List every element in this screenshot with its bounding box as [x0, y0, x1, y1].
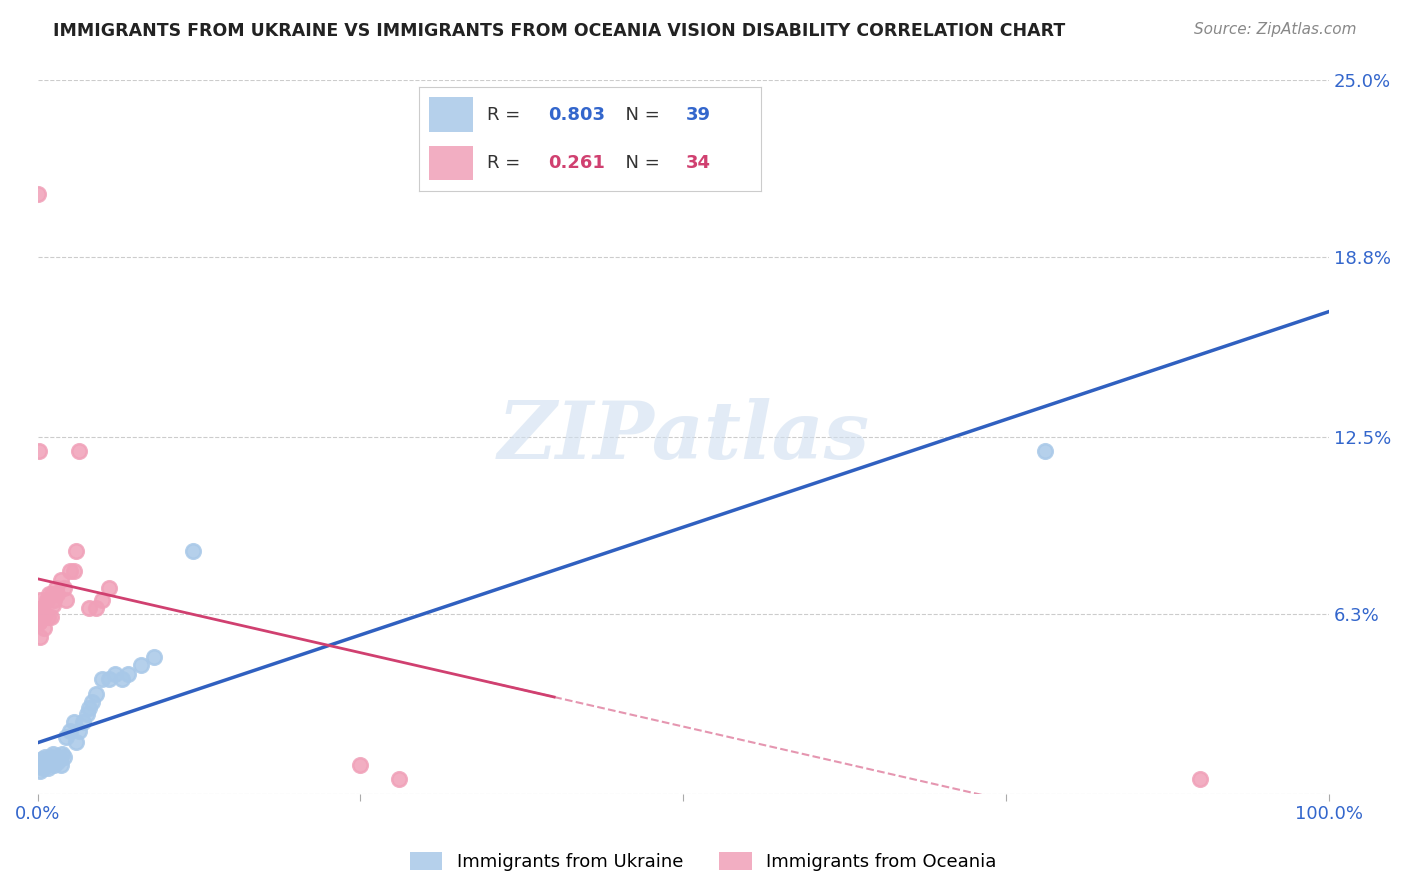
Point	[31, 761, 53, 775]
Point	[42, 599, 65, 613]
Point	[388, 772, 411, 787]
Point	[76, 706, 98, 721]
Point	[46, 749, 69, 764]
Point	[65, 735, 87, 749]
Point	[41, 749, 63, 764]
Point	[34, 749, 56, 764]
Point	[30, 592, 52, 607]
Point	[84, 601, 107, 615]
Point	[117, 666, 139, 681]
Point	[42, 747, 65, 761]
Point	[142, 649, 165, 664]
Point	[38, 752, 60, 766]
Point	[72, 715, 94, 730]
Point	[27, 187, 49, 202]
Point	[55, 730, 77, 744]
Point	[28, 444, 51, 458]
Text: ZIPatlas: ZIPatlas	[498, 398, 869, 475]
Point	[97, 581, 120, 595]
Point	[91, 592, 114, 607]
Point	[46, 756, 69, 770]
Point	[31, 601, 53, 615]
Point	[63, 715, 86, 730]
Point	[35, 592, 58, 607]
Point	[37, 609, 59, 624]
Point	[67, 723, 90, 738]
Point	[44, 592, 66, 607]
Point	[52, 749, 75, 764]
Point	[45, 752, 67, 766]
Point	[80, 695, 103, 709]
Point	[63, 564, 86, 578]
Point	[37, 761, 59, 775]
Point	[38, 587, 60, 601]
Point	[59, 723, 82, 738]
Point	[30, 764, 52, 778]
Point	[31, 609, 53, 624]
Point	[1188, 772, 1211, 787]
Point	[84, 687, 107, 701]
Legend: Immigrants from Ukraine, Immigrants from Oceania: Immigrants from Ukraine, Immigrants from…	[402, 846, 1004, 879]
Point	[46, 587, 69, 601]
Point	[49, 758, 72, 772]
Point	[28, 615, 51, 630]
Point	[51, 747, 73, 761]
Point	[32, 621, 55, 635]
Point	[39, 609, 62, 624]
Point	[104, 666, 127, 681]
Point	[110, 673, 132, 687]
Point	[79, 601, 101, 615]
Point	[35, 758, 58, 772]
Point	[30, 630, 52, 644]
Point	[91, 673, 114, 687]
Point	[129, 658, 152, 673]
Point	[49, 573, 72, 587]
Point	[349, 758, 371, 772]
Point	[31, 601, 53, 615]
Point	[31, 752, 53, 766]
Point	[39, 756, 62, 770]
Point	[28, 615, 51, 630]
Point	[181, 544, 204, 558]
Point	[67, 444, 90, 458]
Point	[48, 752, 70, 766]
Point	[97, 673, 120, 687]
Point	[32, 756, 55, 770]
Point	[41, 587, 63, 601]
Point	[79, 701, 101, 715]
Point	[65, 544, 87, 558]
Text: IMMIGRANTS FROM UKRAINE VS IMMIGRANTS FROM OCEANIA VISION DISABILITY CORRELATION: IMMIGRANTS FROM UKRAINE VS IMMIGRANTS FR…	[53, 22, 1066, 40]
Point	[52, 581, 75, 595]
Point	[55, 592, 77, 607]
Point	[45, 581, 67, 595]
Point	[28, 758, 51, 772]
Point	[1033, 444, 1056, 458]
Point	[34, 607, 56, 621]
Point	[44, 758, 66, 772]
Point	[59, 564, 82, 578]
Text: Source: ZipAtlas.com: Source: ZipAtlas.com	[1194, 22, 1357, 37]
